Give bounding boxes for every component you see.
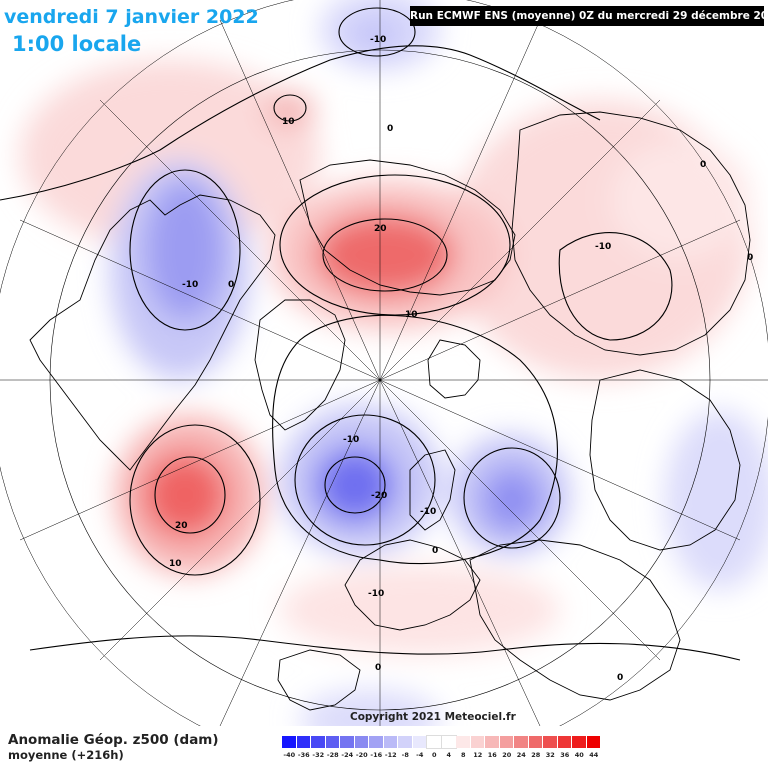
contour-label: 0: [387, 124, 393, 134]
legend-tick: -28: [326, 751, 339, 759]
legend-tick: 32: [545, 751, 555, 759]
legend-tick: -8: [401, 751, 409, 759]
legend-tick: 16: [487, 751, 497, 759]
legend-swatch: [499, 736, 514, 748]
legend-tick: 40: [574, 751, 584, 759]
legend-swatch: [557, 736, 572, 748]
legend-tick: -40: [283, 751, 296, 759]
legend-tick: -12: [384, 751, 397, 759]
contour-label: 0: [747, 253, 753, 263]
legend-swatch: [456, 736, 471, 748]
legend-swatch: [586, 736, 601, 748]
legend-swatch: [383, 736, 398, 748]
legend-tick: -16: [370, 751, 383, 759]
legend-swatch: [325, 736, 340, 748]
legend-tick: -36: [297, 751, 310, 759]
meridians: [0, 0, 768, 727]
contour-label: 0: [617, 673, 623, 683]
legend-tick: 28: [531, 751, 541, 759]
legend-swatch: [572, 736, 587, 748]
contour-label: 0: [375, 663, 381, 673]
contour-label: 10: [169, 559, 182, 569]
legend-swatch: [528, 736, 543, 748]
variable-name: Anomalie Géop. z500 (dam): [8, 732, 219, 748]
legend-tick: -24: [341, 751, 354, 759]
anomaly-shading: [20, 0, 768, 750]
copyright: Copyright 2021 Meteociel.fr: [350, 711, 516, 723]
contour-label: 10: [282, 117, 295, 127]
legend-cells: [282, 735, 601, 749]
legend-swatch: [485, 736, 500, 748]
legend-tick: 0: [431, 751, 437, 759]
legend-tick: 20: [502, 751, 512, 759]
legend-tick: -20: [355, 751, 368, 759]
color-legend: -40 -36 -32 -28 -24 -20 -16 -12 -8 -4 0 4 8 12 16 20 24 2…: [282, 735, 601, 766]
legend-tick: 44: [589, 751, 599, 759]
legend-swatch: [514, 736, 529, 748]
legend-swatch: [440, 735, 457, 749]
contour-label: -10: [595, 242, 611, 252]
forecast-date: vendredi 7 janvier 2022: [4, 6, 259, 28]
contour-label: -10: [370, 35, 386, 45]
variable-subtitle: moyenne (+216h): [8, 748, 124, 762]
contour-label: 0: [228, 280, 234, 290]
legend-swatch: [426, 735, 443, 749]
contour-label: 0: [700, 160, 706, 170]
contour-label: 20: [175, 521, 188, 531]
legend-swatch: [412, 736, 427, 748]
contour-label: -10: [368, 589, 384, 599]
legend-tick: -4: [416, 751, 424, 759]
legend-tick: 36: [560, 751, 570, 759]
contour-label: 20: [374, 224, 387, 234]
contour-label: 10: [405, 310, 418, 320]
contour-label: -10: [182, 280, 198, 290]
legend-swatch: [296, 736, 311, 748]
legend-tick: -32: [312, 751, 325, 759]
contour-label: -10: [343, 435, 359, 445]
legend-swatch: [398, 736, 413, 748]
contour-label: 0: [432, 546, 438, 556]
forecast-time: 1:00 locale: [12, 32, 142, 56]
legend-swatch: [354, 736, 369, 748]
legend-tick: 12: [473, 751, 483, 759]
run-info: Run ECMWF ENS (moyenne) 0Z du mercredi 2…: [410, 6, 768, 26]
contour-label: -10: [420, 507, 436, 517]
legend-swatch: [369, 736, 384, 748]
legend-tick: 4: [446, 751, 452, 759]
contour-labels: -10 10 0 20 10 -10 0 0 -10 0 -10 -20 -10…: [169, 35, 753, 683]
contour-label: -20: [371, 491, 387, 501]
legend-swatch: [543, 736, 558, 748]
legend-swatch: [311, 736, 326, 748]
legend-ticks: -40 -36 -32 -28 -24 -20 -16 -12 -8 -4 0 4 8 12 16 20 24 2…: [282, 751, 601, 759]
legend-tick: 8: [460, 751, 466, 759]
legend-tick: 24: [516, 751, 526, 759]
legend-swatch: [282, 736, 297, 748]
legend-swatch: [470, 736, 485, 748]
legend-swatch: [340, 736, 355, 748]
contours: [0, 7, 741, 661]
